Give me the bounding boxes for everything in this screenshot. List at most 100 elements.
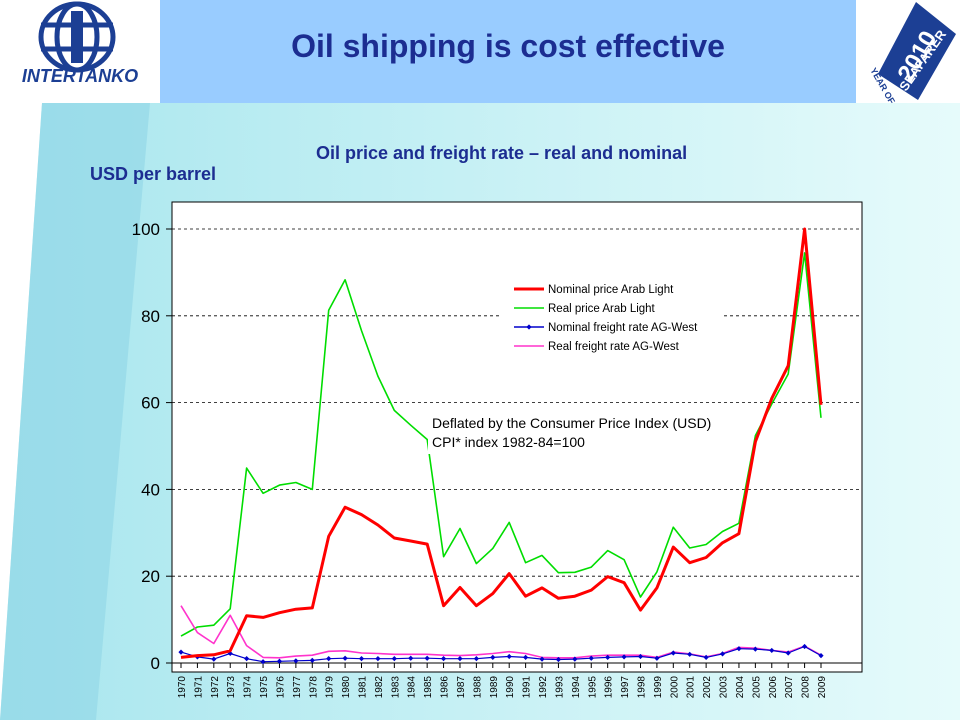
series-point-2-2000: [670, 650, 676, 656]
x-tick-label-1999: 1999: [653, 676, 664, 699]
series-point-2-1981: [358, 656, 365, 662]
intertanko-wordmark: INTERTANKO: [22, 66, 138, 86]
y-tick-label-0: 0: [151, 654, 160, 673]
series-point-2-1987: [457, 656, 463, 662]
series-point-2-1972: [211, 656, 217, 662]
series-point-2-2007: [785, 650, 791, 656]
x-tick-label-1991: 1991: [522, 676, 533, 699]
series-point-2-1996: [605, 654, 611, 660]
x-tick-label-1978: 1978: [308, 676, 319, 699]
x-tick-label-2005: 2005: [751, 676, 762, 699]
x-tick-label-2001: 2001: [686, 676, 697, 699]
legend-label-2: Nominal freight rate AG-West: [548, 322, 698, 334]
series-point-2-1977: [293, 658, 299, 664]
y-tick-label-40: 40: [141, 480, 160, 499]
x-tick-label-2004: 2004: [735, 676, 746, 699]
x-tick-label-1981: 1981: [358, 676, 369, 699]
x-tick-label-1993: 1993: [554, 676, 565, 699]
chart-frame: [171, 201, 863, 673]
x-tick-label-1984: 1984: [407, 676, 418, 699]
series-point-2-2006: [769, 647, 775, 654]
annotation-line1: Deflated by the Consumer Price Index (US…: [432, 415, 711, 431]
annotation-line2: CPI* index 1982-84=100: [432, 434, 585, 450]
legend-label-1: Real price Arab Light: [548, 303, 656, 315]
x-tick-label-1983: 1983: [390, 676, 401, 699]
series-point-2-1991: [523, 654, 529, 660]
series-point-2-2004: [736, 646, 742, 652]
series-point-2-1975: [260, 659, 266, 665]
y-axis-label: USD per barrel: [90, 164, 217, 184]
y-tick-label-20: 20: [141, 567, 160, 586]
intertanko-logo: INTERTANKO: [0, 0, 160, 103]
series-group: [178, 227, 824, 665]
y-tick-label-100: 100: [132, 220, 160, 239]
x-tick-label-1996: 1996: [604, 676, 615, 699]
x-tick-label-1994: 1994: [571, 676, 582, 699]
legend-label-0: Nominal price Arab Light: [548, 284, 674, 296]
x-tick-label-1974: 1974: [243, 676, 254, 699]
legend: Nominal price Arab Light Real price Arab …: [500, 281, 722, 361]
chart-title: Oil price and freight rate – real and no…: [316, 143, 688, 163]
x-tick-label-2006: 2006: [768, 676, 779, 699]
series-point-2-1999: [654, 655, 660, 661]
seafarer-logo: 2010 YEAR OF THE SEAFARER: [856, 0, 960, 123]
x-tick-label-2007: 2007: [784, 676, 795, 699]
x-tick-label-1970: 1970: [177, 676, 188, 699]
series-point-2-1984: [408, 655, 414, 661]
series-point-2-1982: [375, 656, 381, 662]
series-point-2-1994: [572, 656, 578, 662]
series-point-2-2005: [752, 646, 758, 652]
series-point-2-1973: [227, 650, 233, 657]
series-point-2-1995: [588, 655, 594, 661]
x-tick-label-1985: 1985: [423, 676, 434, 699]
annotation-box: [428, 412, 740, 454]
series-point-2-1988: [473, 656, 479, 662]
header-band: [160, 0, 856, 103]
x-tick-label-1990: 1990: [505, 676, 516, 699]
series-point-2-2009: [818, 653, 824, 659]
x-tick-label-1972: 1972: [210, 676, 221, 699]
series-point-2-1974: [244, 656, 250, 662]
series-point-2-1997: [621, 654, 627, 660]
x-tick-label-2009: 2009: [817, 676, 828, 699]
x-tick-label-2000: 2000: [669, 676, 680, 699]
x-tick-label-1982: 1982: [374, 676, 385, 699]
x-tick-label-2003: 2003: [719, 676, 730, 699]
series-point-2-1998: [637, 653, 644, 660]
x-tick-label-1988: 1988: [472, 676, 483, 699]
x-tick-label-1976: 1976: [275, 676, 286, 699]
legend-box: [500, 281, 722, 361]
series-point-2-1990: [506, 653, 512, 660]
legend-marker-2: [526, 324, 532, 330]
series-point-2-2002: [703, 654, 709, 660]
seafarer-emblem-icon: 2010 YEAR OF THE SEAFARER: [868, 2, 956, 123]
series-point-2-1986: [440, 656, 447, 662]
x-tick-label-1971: 1971: [193, 676, 204, 699]
x-tick-label-1977: 1977: [292, 676, 303, 699]
x-tick-label-2008: 2008: [801, 676, 812, 699]
x-tick-label-1997: 1997: [620, 676, 631, 699]
x-tick-label-2002: 2002: [702, 676, 713, 699]
series-point-2-1985: [424, 655, 430, 661]
series-point-2-1970: [178, 649, 184, 655]
series-point-2-1983: [391, 656, 397, 662]
series-point-2-1980: [342, 655, 348, 661]
annotation: Deflated by the Consumer Price Index (US…: [428, 412, 740, 454]
x-tick-label-1995: 1995: [587, 676, 598, 699]
series-point-2-1976: [276, 658, 283, 664]
series-point-2-1989: [490, 654, 496, 660]
series-point-2-2001: [687, 651, 693, 657]
series-point-2-2003: [719, 651, 726, 657]
page-title: Oil shipping is cost effective: [291, 28, 725, 64]
x-axis: 1970 1971 1972 1973 1974 1975 1976 1977 1978 1979…: [172, 662, 862, 699]
x-tick-label-1998: 1998: [636, 676, 647, 699]
y-tick-label-60: 60: [141, 394, 160, 413]
x-tick-label-1975: 1975: [259, 676, 270, 699]
series-point-2-1992: [539, 656, 545, 662]
y-tick-label-80: 80: [141, 307, 160, 326]
series-point-2-1979: [326, 656, 332, 662]
x-tick-label-1980: 1980: [341, 676, 352, 699]
series-point-2-1978: [309, 657, 315, 663]
series-line-1: [180, 252, 822, 637]
